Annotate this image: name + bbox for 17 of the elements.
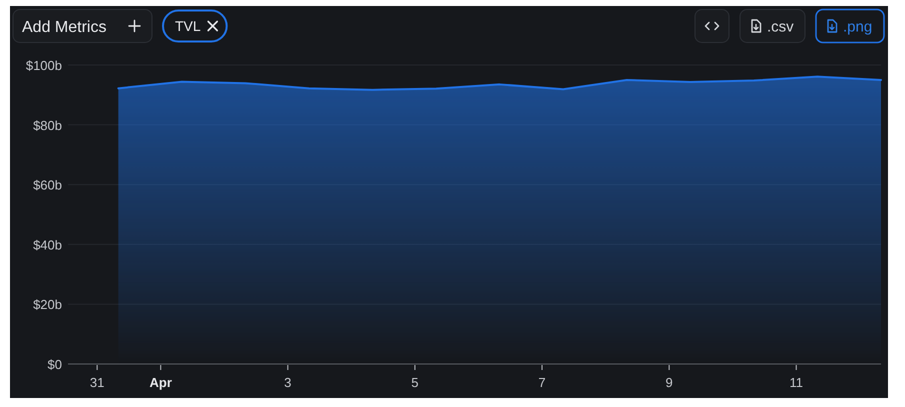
text: .csv	[767, 18, 794, 36]
x-tick-label: 3	[284, 375, 292, 390]
x-tick-label: 9	[666, 375, 673, 390]
x-tick-label: 7	[538, 375, 546, 390]
y-tick-label: $60b	[33, 178, 62, 193]
y-tick-label: $20b	[33, 297, 62, 312]
x-tick-label: Apr	[149, 375, 172, 390]
x-tick-label: 11	[790, 375, 804, 390]
y-tick-label: $100b	[26, 58, 62, 73]
text: TVL	[175, 18, 201, 34]
y-tick-label: $40b	[33, 237, 62, 252]
text: .png	[843, 18, 872, 36]
text: Add Metrics	[22, 19, 106, 36]
y-tick-label: $0	[48, 357, 62, 372]
y-tick-label: $80b	[33, 118, 62, 133]
x-tick-label: 5	[411, 375, 419, 390]
x-tick-label: 31	[90, 375, 104, 390]
